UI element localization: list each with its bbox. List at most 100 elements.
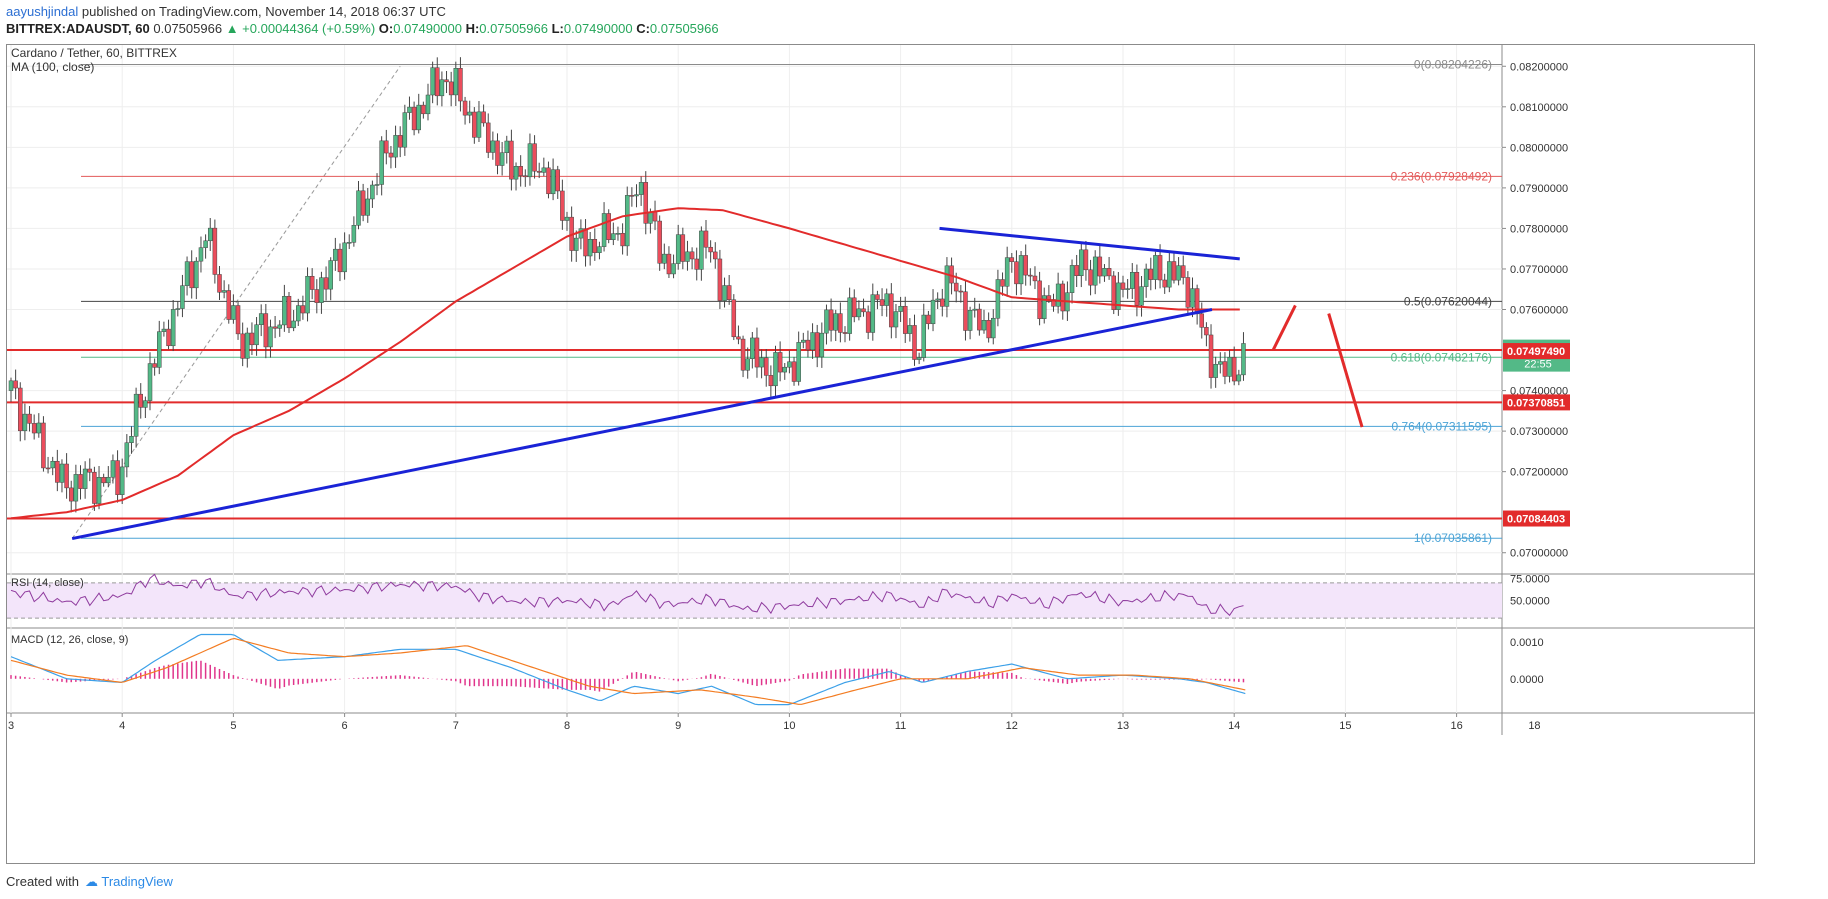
candle-down — [421, 104, 426, 115]
candle-up — [328, 260, 333, 290]
candle-up — [930, 299, 936, 325]
candles — [8, 57, 1246, 513]
candle-up — [601, 213, 607, 247]
candle-down — [666, 253, 672, 275]
ohlc-line: BITTREX:ADAUSDT, 60 0.07505966 ▲ +0.0004… — [6, 21, 719, 36]
candle-up — [73, 474, 79, 502]
candle-down — [101, 477, 106, 484]
candle-up — [893, 311, 899, 328]
candle-up — [258, 313, 264, 325]
candle-up — [1041, 295, 1047, 319]
candle-up — [453, 67, 459, 96]
candle-down — [1171, 261, 1177, 281]
candle-up — [1079, 249, 1084, 276]
candle-down — [1148, 268, 1154, 280]
chart-svg[interactable]: 3 4 5 6 7 8 9 10 11 12 13 14 15 16 18 0.08200000 0.08100… — [7, 45, 1754, 863]
candle-down — [1032, 275, 1038, 282]
candle-up — [611, 233, 616, 240]
candle-up — [157, 331, 162, 368]
candle-down — [536, 170, 542, 173]
candle-up — [898, 305, 903, 312]
trendline — [71, 308, 1213, 541]
chart-frame[interactable]: 3 4 5 6 7 8 9 10 11 12 13 14 15 16 18 0.08200000 0.08100… — [6, 44, 1755, 864]
candle-up — [810, 332, 815, 351]
author-link[interactable]: aayushjindal — [6, 4, 79, 19]
price-tick-label: 0.07000000 — [1510, 548, 1568, 560]
candle-down — [754, 337, 760, 368]
candle-down — [805, 339, 811, 351]
candle-up — [194, 260, 199, 289]
candle-down — [768, 375, 774, 387]
candle-up — [82, 468, 88, 489]
candle-up — [490, 140, 496, 153]
candle-up — [1055, 283, 1061, 307]
candle-up — [907, 325, 913, 334]
candle-down — [1009, 257, 1015, 262]
candle-down — [643, 182, 649, 224]
candle-down — [1111, 275, 1116, 310]
open-value: 0.07490000 — [393, 21, 462, 36]
candle-up — [221, 290, 227, 293]
candle-up — [282, 295, 287, 326]
low-label: L: — [551, 21, 564, 36]
candle-down — [92, 471, 97, 504]
candle-down — [1083, 249, 1089, 271]
candle-up — [1018, 255, 1024, 285]
candle-up — [351, 225, 357, 243]
candle-up — [638, 182, 644, 195]
candle-up — [1130, 271, 1135, 289]
candle-up — [180, 285, 185, 309]
time-tick-label: 9 — [675, 720, 681, 732]
tradingview-brand[interactable]: ☁ TradingView — [84, 874, 173, 889]
price-tick-label: 0.07700000 — [1510, 264, 1568, 276]
candle-down — [189, 261, 194, 289]
price-tick-label: 0.07300000 — [1510, 426, 1568, 438]
macd-line — [10, 633, 1246, 706]
time-tick-label: 8 — [564, 720, 570, 732]
candle-down — [27, 413, 32, 424]
countdown-label: 22:55 — [1524, 359, 1552, 371]
candle-up — [1116, 282, 1121, 310]
candle-up — [967, 309, 973, 331]
candle-down — [1134, 271, 1140, 306]
rsi-tick-label: 75.0000 — [1510, 573, 1550, 585]
candle-up — [342, 242, 347, 273]
time-tick-label: 18 — [1528, 720, 1540, 732]
time-tick-label: 16 — [1450, 720, 1462, 732]
candle-up — [365, 198, 371, 216]
candle-down — [986, 320, 991, 339]
candle-up — [22, 413, 28, 432]
candle-up — [430, 67, 435, 96]
fib-diagonal — [71, 65, 401, 539]
candle-up — [467, 111, 472, 116]
candle-up — [550, 169, 556, 195]
candle-up — [624, 195, 630, 247]
candle-down — [875, 294, 880, 300]
time-tick-label: 15 — [1339, 720, 1351, 732]
candle-down — [838, 313, 843, 333]
candle-down — [41, 422, 46, 469]
open-label: O: — [378, 21, 394, 36]
candle-up — [1125, 288, 1130, 290]
candle-down — [249, 332, 255, 346]
candle-down — [397, 135, 403, 148]
projection-arrow — [1327, 313, 1364, 428]
candle-up — [847, 297, 852, 334]
candle-down — [472, 111, 477, 138]
candle-down — [842, 332, 848, 334]
candle-down — [1106, 268, 1112, 277]
ma-price-tag-bg — [1503, 343, 1570, 360]
candle-down — [31, 423, 37, 434]
footer: Created with ☁ TradingView — [6, 874, 173, 890]
candle-up — [1176, 265, 1181, 281]
candle-up — [648, 211, 653, 224]
level-price-tag-bg — [1503, 394, 1570, 411]
time-tick-label: 5 — [230, 720, 236, 732]
projection-arrow — [1271, 304, 1297, 351]
candle-down — [55, 460, 60, 483]
candle-down — [703, 230, 709, 248]
candle-up — [1227, 357, 1232, 377]
candle-up — [782, 366, 788, 373]
candle-up — [1139, 286, 1144, 306]
candle-up — [356, 190, 361, 226]
